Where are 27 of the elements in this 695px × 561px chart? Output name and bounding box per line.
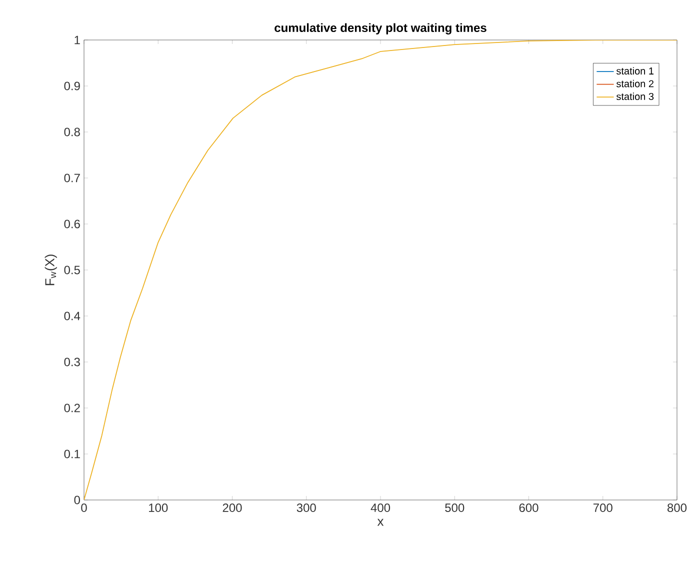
line-series bbox=[84, 40, 677, 500]
x-tick-label: 800 bbox=[668, 504, 687, 512]
x-tick-label: 200 bbox=[222, 504, 242, 512]
y-tick-label: 0.1 bbox=[64, 450, 80, 458]
x-tick-label: 600 bbox=[519, 504, 538, 512]
y-tick-label: 0.7 bbox=[64, 174, 80, 182]
y-tick-label: 1 bbox=[74, 36, 80, 44]
x-tick-label: 700 bbox=[593, 504, 612, 512]
y-tick-label: 0.8 bbox=[64, 128, 80, 136]
x-tick-label: 100 bbox=[149, 504, 168, 512]
chart-title: cumulative density plot waiting times bbox=[274, 23, 486, 34]
y-tick-label: 0.9 bbox=[64, 82, 80, 90]
y-axis-title: F$_{w}$(X) bbox=[44, 254, 57, 286]
legend-label: station 3 bbox=[616, 92, 654, 100]
x-axis-title: x bbox=[377, 518, 384, 526]
x-tick-label: 500 bbox=[445, 504, 464, 512]
y-tick-label: 0.6 bbox=[64, 220, 80, 228]
y-tick-label: 0 bbox=[74, 496, 80, 504]
legend-label: station 1 bbox=[616, 67, 654, 75]
y-tick-label: 0.4 bbox=[64, 312, 80, 320]
x-tick-label: 400 bbox=[370, 504, 390, 512]
y-tick-label: 0.3 bbox=[64, 358, 80, 366]
y-tick-label: 0.5 bbox=[64, 266, 80, 274]
y-tick-label: 0.2 bbox=[64, 404, 80, 412]
legend-label: station 2 bbox=[616, 80, 654, 88]
x-tick-label: 300 bbox=[296, 504, 316, 512]
x-tick-label: 0 bbox=[81, 504, 87, 512]
